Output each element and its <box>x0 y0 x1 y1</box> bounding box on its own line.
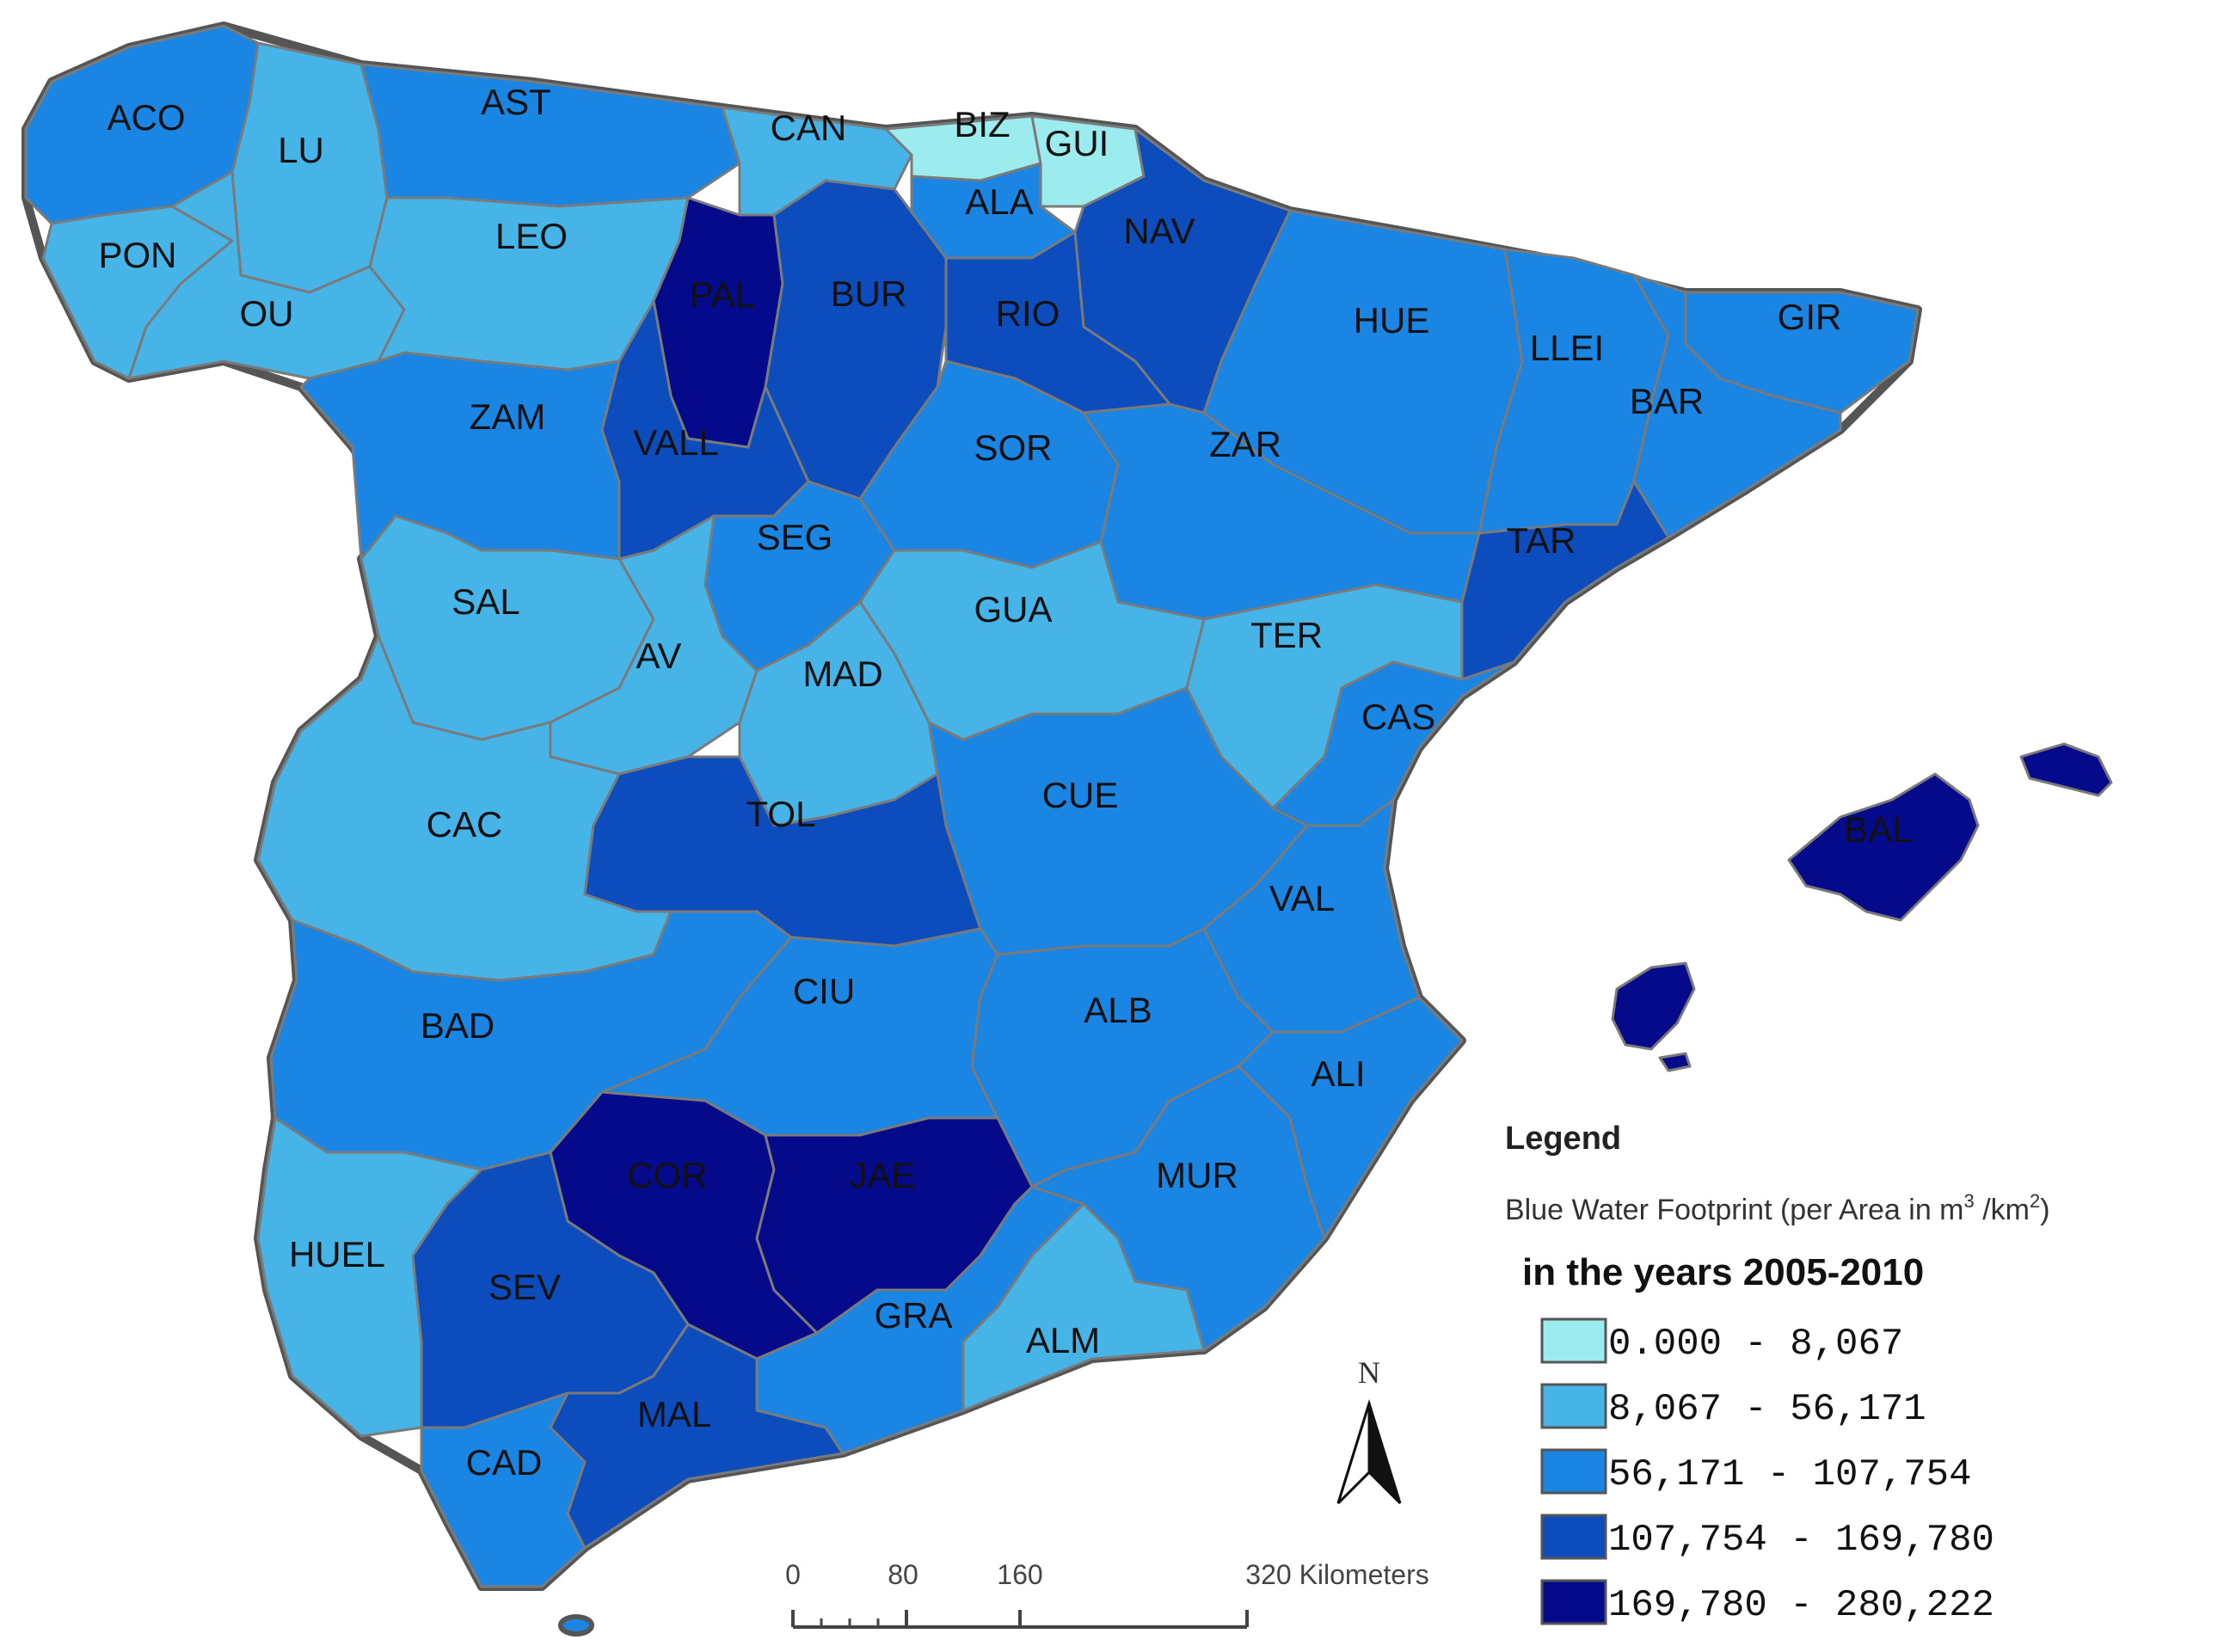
legend-swatch-2 <box>1540 1448 1607 1495</box>
label-HUE: HUE <box>1354 300 1430 341</box>
legend-swatch-4 <box>1540 1579 1607 1625</box>
label-CUE: CUE <box>1042 775 1119 815</box>
label-VAL: VAL <box>1269 878 1335 918</box>
legend-range-3: 107,754 - 169,780 <box>1608 1519 1994 1562</box>
label-PON: PON <box>98 235 176 275</box>
label-TER: TER <box>1250 615 1323 655</box>
label-HUEL: HUEL <box>289 1234 385 1274</box>
scale-label-320: 320 Kilometers <box>1245 1559 1428 1590</box>
label-NAV: NAV <box>1123 211 1195 251</box>
label-GIR: GIR <box>1778 297 1842 337</box>
label-AV: AV <box>636 636 682 676</box>
label-ACO: ACO <box>107 97 185 138</box>
label-JAE: JAE <box>849 1155 915 1195</box>
label-LU: LU <box>278 130 324 170</box>
legend-range-4: 169,780 - 280,222 <box>1608 1584 1994 1627</box>
legend-years: in the years 2005-2010 <box>1522 1251 1924 1293</box>
label-CIU: CIU <box>793 971 855 1011</box>
province-BAL-menorca <box>2019 742 2113 797</box>
province-CAD <box>420 1391 587 1588</box>
label-SEV: SEV <box>488 1267 561 1307</box>
label-LEO: LEO <box>495 216 568 256</box>
label-CAN: CAN <box>771 107 847 148</box>
legend-swatch-0 <box>1540 1317 1607 1364</box>
north-arrow-label: N <box>1358 1355 1380 1390</box>
legend-range-1: 8,067 - 56,171 <box>1608 1388 1926 1431</box>
label-GUA: GUA <box>974 589 1052 629</box>
label-SEG: SEG <box>757 517 833 557</box>
legend-title: Legend <box>1505 1121 1621 1157</box>
label-BAD: BAD <box>421 1005 495 1046</box>
label-ALB: ALB <box>1084 990 1152 1030</box>
label-MAL: MAL <box>637 1394 711 1434</box>
label-CAS: CAS <box>1361 697 1435 737</box>
province-BAL-ibiza <box>1611 961 1696 1051</box>
legend-subtitle: Blue Water Footprint (per Area in m3 /km… <box>1505 1190 2050 1226</box>
scale-label-160: 160 <box>997 1559 1042 1590</box>
balearic-islands <box>1611 742 2113 1072</box>
province-labels: ACO LU AST CAN BIZ GUI ALA NAV PON OU LE… <box>98 82 1912 1483</box>
label-CAD: CAD <box>466 1442 543 1483</box>
label-TAR: TAR <box>1507 520 1576 561</box>
legend: Legend Blue Water Footprint (per Area in… <box>1505 1121 2050 1627</box>
province-BAL-mallorca <box>1787 772 1980 922</box>
label-ALI: ALI <box>1311 1053 1365 1094</box>
label-TOL: TOL <box>746 794 816 834</box>
label-CAC: CAC <box>427 804 503 844</box>
label-GRA: GRA <box>874 1295 952 1336</box>
label-ALM: ALM <box>1026 1320 1100 1360</box>
label-AST: AST <box>481 82 551 122</box>
islet <box>558 1614 594 1637</box>
label-BIZ: BIZ <box>954 104 1010 144</box>
province-BAR <box>1632 273 1842 539</box>
label-BAL: BAL <box>1844 809 1912 850</box>
label-GUI: GUI <box>1045 123 1109 163</box>
label-BAR: BAR <box>1630 381 1704 421</box>
label-SOR: SOR <box>974 427 1052 468</box>
label-ZAR: ZAR <box>1209 424 1281 464</box>
north-arrow: N <box>1336 1355 1402 1505</box>
label-MUR: MUR <box>1156 1155 1238 1195</box>
label-OU: OU <box>240 293 294 334</box>
label-SAL: SAL <box>452 581 519 622</box>
label-PAL: PAL <box>690 274 755 315</box>
label-RIO: RIO <box>996 293 1060 334</box>
province-ALM <box>961 1202 1206 1412</box>
legend-range-2: 56,171 - 107,754 <box>1608 1453 1971 1496</box>
legend-swatch-1 <box>1540 1383 1607 1429</box>
label-COR: COR <box>627 1155 707 1195</box>
scale-bar: 0 80 160 320 Kilometers <box>785 1559 1429 1629</box>
label-MAD: MAD <box>802 654 882 694</box>
label-BUR: BUR <box>831 273 907 314</box>
legend-swatch-3 <box>1540 1514 1607 1560</box>
province-BAL-formentera <box>1658 1052 1692 1072</box>
label-ZAM: ZAM <box>470 396 546 437</box>
label-LLEI: LLEI <box>1530 328 1604 368</box>
scale-label-80: 80 <box>888 1559 918 1590</box>
province-ZAM <box>299 351 621 561</box>
scale-label-0: 0 <box>785 1559 801 1590</box>
peninsula <box>22 21 1922 1591</box>
legend-classes: 0.000 - 8,067 8,067 - 56,171 56,171 - 107,… <box>1540 1317 1994 1627</box>
province-AV <box>549 514 759 776</box>
label-ALA: ALA <box>965 181 1033 222</box>
label-VALL: VALL <box>633 422 719 463</box>
legend-range-0: 0.000 - 8,067 <box>1608 1323 1903 1366</box>
